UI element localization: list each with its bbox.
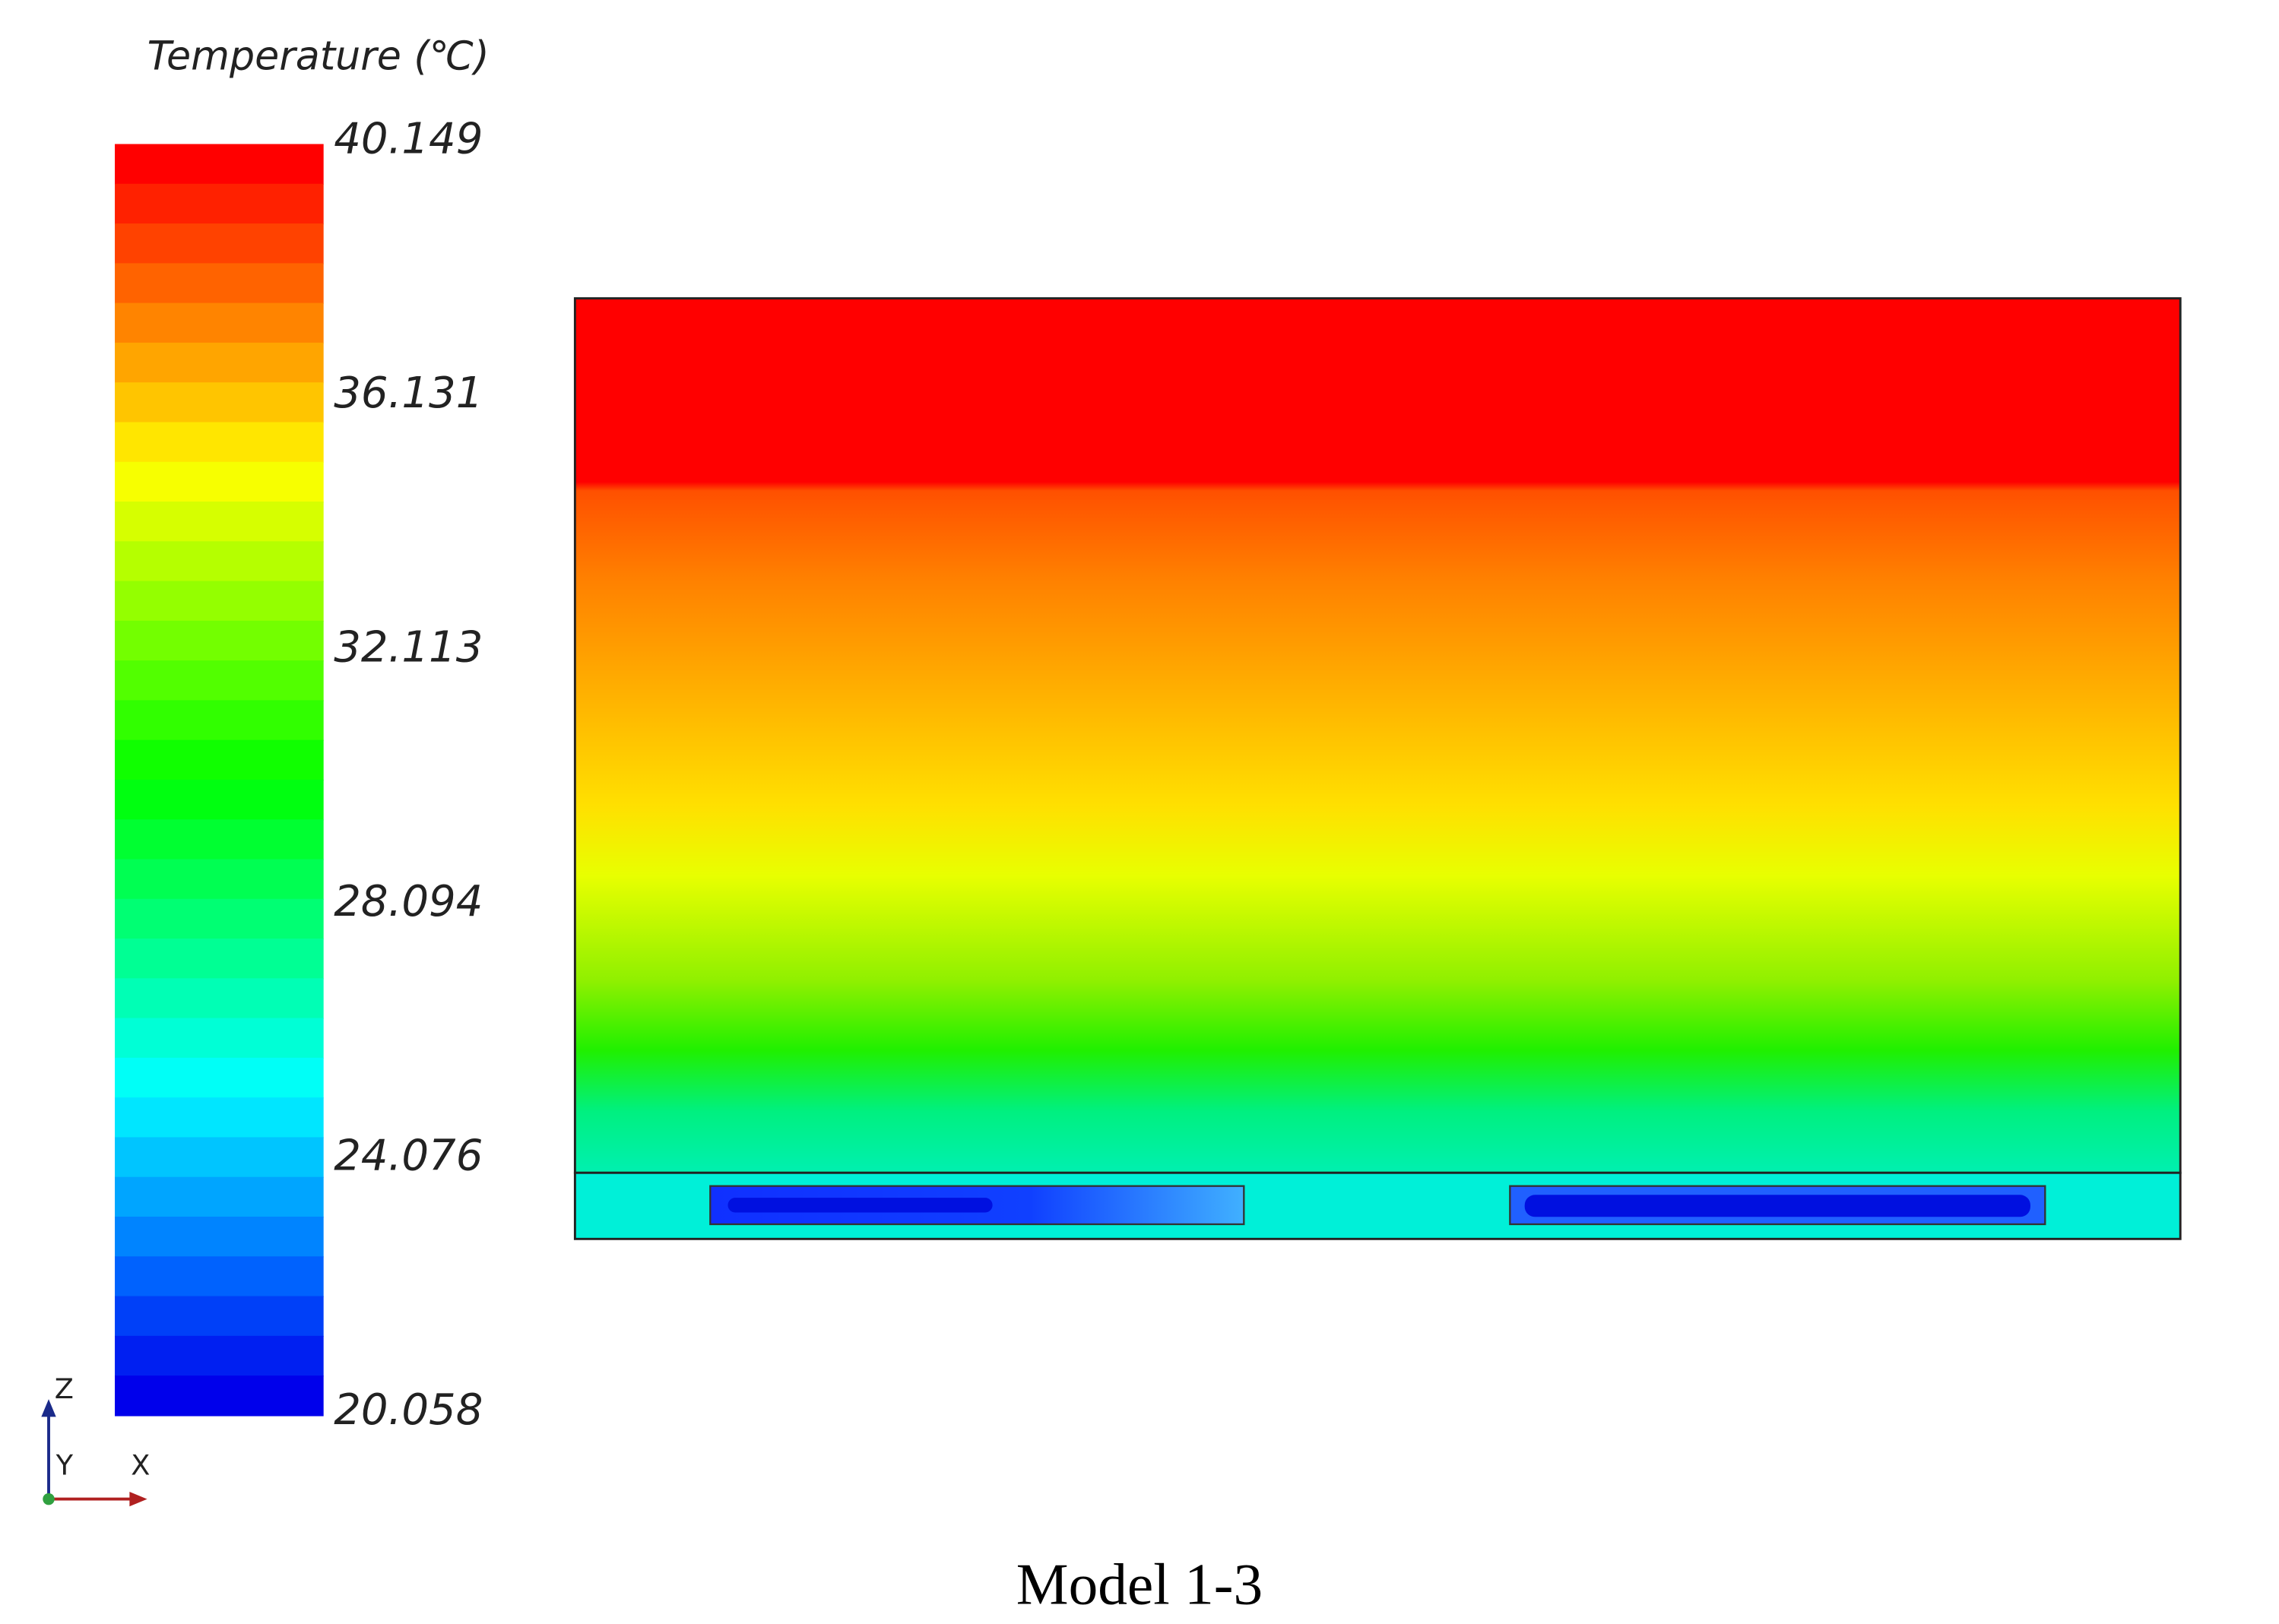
x-label: X (131, 1449, 150, 1482)
z-label: Z (55, 1372, 74, 1405)
z-arrow (41, 1399, 56, 1417)
y-label: Y (55, 1449, 74, 1482)
contour-field (573, 297, 2182, 1240)
color-band (115, 422, 324, 463)
color-band (115, 700, 324, 741)
legend-tick-label: 20.058 (334, 1385, 483, 1435)
color-band (115, 1018, 324, 1059)
color-band (115, 819, 324, 860)
color-band (115, 144, 324, 185)
color-band (115, 1097, 324, 1138)
color-band (115, 581, 324, 622)
pipe-core (727, 1198, 993, 1213)
color-band (115, 620, 324, 662)
legend-tick-label: 28.094 (334, 877, 483, 926)
color-band (115, 461, 324, 503)
legend-tick-label: 32.113 (334, 622, 483, 672)
color-band (115, 739, 324, 781)
color-band (115, 1375, 324, 1417)
color-band (115, 1335, 324, 1377)
color-band (115, 342, 324, 384)
color-band (115, 502, 324, 543)
color-band (115, 263, 324, 304)
legend-tick-label: 24.076 (334, 1132, 483, 1181)
color-band (115, 898, 324, 940)
color-band (115, 183, 324, 225)
fluid-domain (573, 297, 2182, 1174)
color-band (115, 779, 324, 821)
color-band (115, 859, 324, 900)
color-band (115, 1296, 324, 1337)
color-band (115, 302, 324, 344)
color-band (115, 1216, 324, 1258)
color-band (115, 660, 324, 701)
pipe-core (1524, 1195, 2030, 1217)
color-band (115, 1176, 324, 1218)
color-bar (115, 144, 324, 1417)
color-band (115, 223, 324, 264)
caption: Model 1-3 (1016, 1551, 1263, 1616)
color-band (115, 382, 324, 423)
x-arrow (129, 1491, 147, 1507)
color-band (115, 978, 324, 1019)
axis-triad: Z Y X (41, 1372, 150, 1507)
color-band (115, 1057, 324, 1099)
color-band (115, 939, 324, 980)
legend-title: Temperature (℃) (147, 33, 490, 79)
color-band (115, 1137, 324, 1178)
color-band (115, 1256, 324, 1297)
color-band (115, 541, 324, 582)
legend-tick-label: 36.131 (334, 369, 483, 418)
origin (43, 1493, 55, 1505)
legend-tick-label: 40.149 (334, 114, 483, 163)
